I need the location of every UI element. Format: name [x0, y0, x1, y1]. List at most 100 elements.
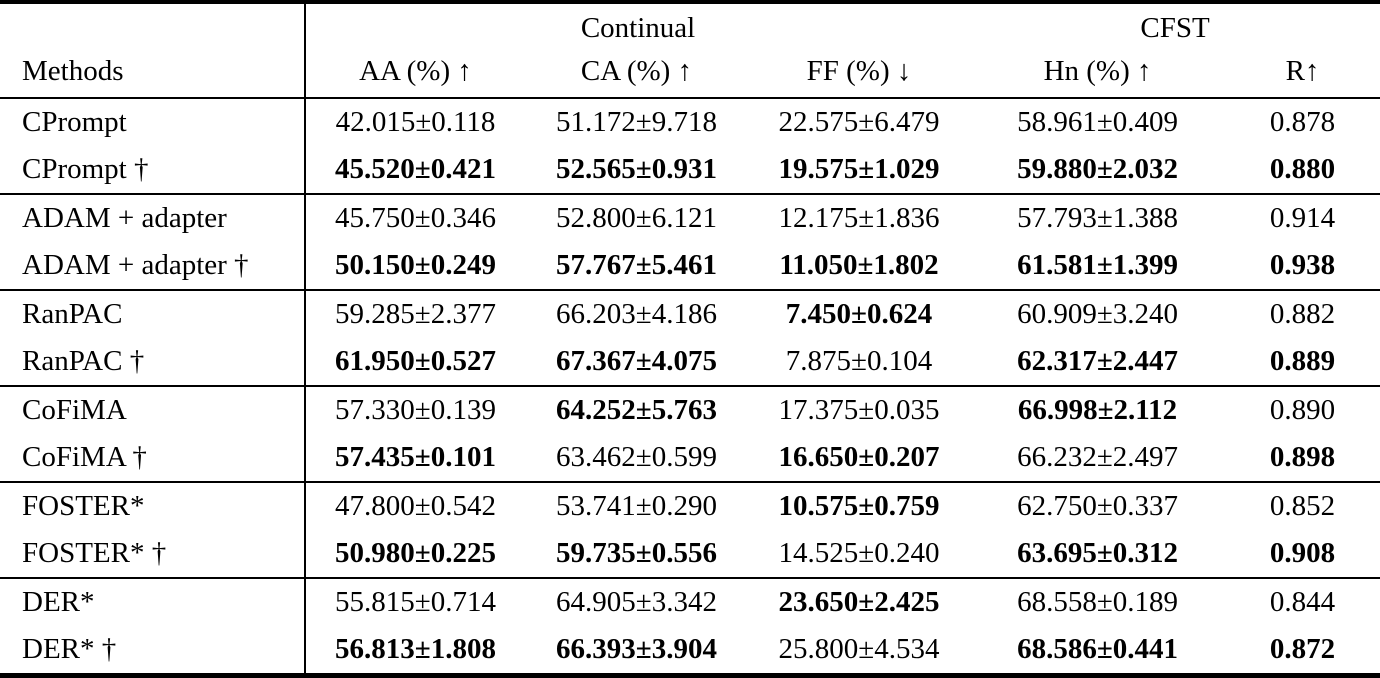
column-header-row: Methods AA (%) ↑ CA (%) ↑ FF (%) ↓ Hn (%… [0, 47, 1380, 98]
metric-value: 22.575±6.479 [778, 105, 940, 138]
metric-value: 67.367±4.075 [556, 344, 717, 377]
metric-value: 17.375±0.035 [778, 393, 940, 426]
metric-value: 59.735±0.556 [556, 536, 717, 569]
metric-value: 60.909±3.240 [1017, 297, 1178, 330]
method-name: FOSTER* [0, 482, 306, 530]
method-group: ADAM + adapter 45.750±0.346 52.800±6.121 12… [0, 194, 1380, 290]
metric-value: 0.878 [1269, 105, 1336, 138]
method-group: DER* 55.815±0.714 64.905±3.342 23.650±2.425… [0, 578, 1380, 676]
metric-value: 0.898 [1269, 440, 1336, 473]
metric-value: 52.800±6.121 [556, 201, 717, 234]
column-header-hn: Hn (%) ↑ [1043, 55, 1152, 88]
method-name: ADAM + adapter † [0, 242, 306, 290]
metric-value: 25.800±4.534 [778, 632, 940, 665]
method-name: CPrompt † [0, 146, 306, 194]
metric-value: 0.889 [1269, 344, 1336, 377]
metric-value: 14.525±0.240 [778, 536, 940, 569]
metric-value: 0.908 [1269, 536, 1336, 569]
method-name: CoFiMA † [0, 434, 306, 482]
metric-value: 66.203±4.186 [556, 297, 717, 330]
method-group: CPrompt 42.015±0.118 51.172±9.718 22.575±6.… [0, 98, 1380, 194]
metric-value: 16.650±0.207 [778, 440, 940, 473]
metric-value: 57.767±5.461 [556, 248, 717, 281]
metric-value: 45.520±0.421 [335, 152, 496, 185]
group-header-row: Continual CFST [0, 2, 1380, 47]
metric-value: 64.252±5.763 [556, 393, 717, 426]
metric-value: 23.650±2.425 [778, 585, 940, 618]
method-name: ADAM + adapter [0, 194, 306, 242]
table-row: RanPAC † 61.950±0.527 67.367±4.075 7.875±0.… [0, 338, 1380, 386]
method-name: RanPAC [0, 290, 306, 338]
metric-value: 47.800±0.542 [335, 489, 496, 522]
method-group: RanPAC 59.285±2.377 66.203±4.186 7.450±0.62… [0, 290, 1380, 386]
method-group: CoFiMA 57.330±0.139 64.252±5.763 17.375±0.0… [0, 386, 1380, 482]
metric-value: 63.695±0.312 [1017, 536, 1178, 569]
metric-value: 0.872 [1269, 632, 1336, 665]
metric-value: 66.998±2.112 [1017, 393, 1178, 426]
metric-value: 0.882 [1269, 297, 1336, 330]
group-header-continual: Continual [580, 12, 696, 45]
metric-value: 58.961±0.409 [1017, 105, 1178, 138]
metric-value: 0.880 [1269, 152, 1336, 185]
table-header: Continual CFST Methods AA (%) ↑ CA (%) ↑… [0, 2, 1380, 98]
method-group: FOSTER* 47.800±0.542 53.741±0.290 10.575±0.… [0, 482, 1380, 578]
metric-value: 63.462±0.599 [556, 440, 717, 473]
metric-value: 56.813±1.808 [335, 632, 496, 665]
metric-value: 68.586±0.441 [1017, 632, 1178, 665]
metric-value: 59.880±2.032 [1017, 152, 1178, 185]
metric-value: 19.575±1.029 [778, 152, 940, 185]
metric-value: 62.317±2.447 [1017, 344, 1178, 377]
metric-value: 50.150±0.249 [335, 248, 496, 281]
group-header-cfst: CFST [1140, 12, 1210, 45]
column-header-aa: AA (%) ↑ [359, 55, 472, 88]
metric-value: 50.980±0.225 [335, 536, 496, 569]
group-header-empty [0, 2, 306, 47]
table-row: DER* 55.815±0.714 64.905±3.342 23.650±2.425… [0, 578, 1380, 626]
method-name: RanPAC † [0, 338, 306, 386]
metric-value: 68.558±0.189 [1017, 585, 1178, 618]
method-name: FOSTER* † [0, 530, 306, 578]
metric-value: 64.905±3.342 [556, 585, 717, 618]
metric-value: 66.232±2.497 [1017, 440, 1178, 473]
table-row: FOSTER* † 50.980±0.225 59.735±0.556 14.525±… [0, 530, 1380, 578]
metric-value: 10.575±0.759 [778, 489, 940, 522]
metric-value: 42.015±0.118 [335, 105, 496, 138]
table-row: RanPAC 59.285±2.377 66.203±4.186 7.450±0.62… [0, 290, 1380, 338]
method-name: DER* † [0, 626, 306, 676]
metric-value: 0.852 [1269, 489, 1336, 522]
metric-value: 59.285±2.377 [335, 297, 496, 330]
table-row: CPrompt † 45.520±0.421 52.565±0.931 19.575±… [0, 146, 1380, 194]
metric-value: 51.172±9.718 [556, 105, 717, 138]
metric-value: 55.815±0.714 [335, 585, 496, 618]
method-name: CPrompt [0, 98, 306, 146]
metric-value: 57.435±0.101 [335, 440, 496, 473]
metric-value: 66.393±3.904 [556, 632, 717, 665]
table-row: DER* † 56.813±1.808 66.393±3.904 25.800±4.5… [0, 626, 1380, 676]
method-name: CoFiMA [0, 386, 306, 434]
table-row: CPrompt 42.015±0.118 51.172±9.718 22.575±6.… [0, 98, 1380, 146]
metric-value: 11.050±1.802 [779, 248, 939, 281]
metric-value: 57.330±0.139 [335, 393, 496, 426]
column-header-ca: CA (%) ↑ [580, 55, 693, 88]
metric-value: 57.793±1.388 [1017, 201, 1178, 234]
table-row: CoFiMA 57.330±0.139 64.252±5.763 17.375±0.0… [0, 386, 1380, 434]
metric-value: 45.750±0.346 [335, 201, 496, 234]
metric-value: 0.844 [1269, 585, 1336, 618]
column-header-methods: Methods [0, 47, 306, 98]
method-name: DER* [0, 578, 306, 626]
table-row: CoFiMA † 57.435±0.101 63.462±0.599 16.650±0… [0, 434, 1380, 482]
table-row: FOSTER* 47.800±0.542 53.741±0.290 10.575±0.… [0, 482, 1380, 530]
metric-value: 62.750±0.337 [1017, 489, 1178, 522]
metric-value: 12.175±1.836 [778, 201, 940, 234]
table-row: ADAM + adapter † 50.150±0.249 57.767±5.461… [0, 242, 1380, 290]
metric-value: 61.950±0.527 [335, 344, 496, 377]
column-header-r: R↑ [1285, 55, 1320, 88]
metric-value: 7.875±0.104 [785, 344, 933, 377]
metric-value: 0.938 [1269, 248, 1336, 281]
column-header-ff: FF (%) ↓ [806, 55, 912, 88]
metric-value: 0.914 [1269, 201, 1336, 234]
metric-value: 7.450±0.624 [785, 297, 933, 330]
metric-value: 61.581±1.399 [1017, 248, 1178, 281]
metric-value: 52.565±0.931 [556, 152, 717, 185]
